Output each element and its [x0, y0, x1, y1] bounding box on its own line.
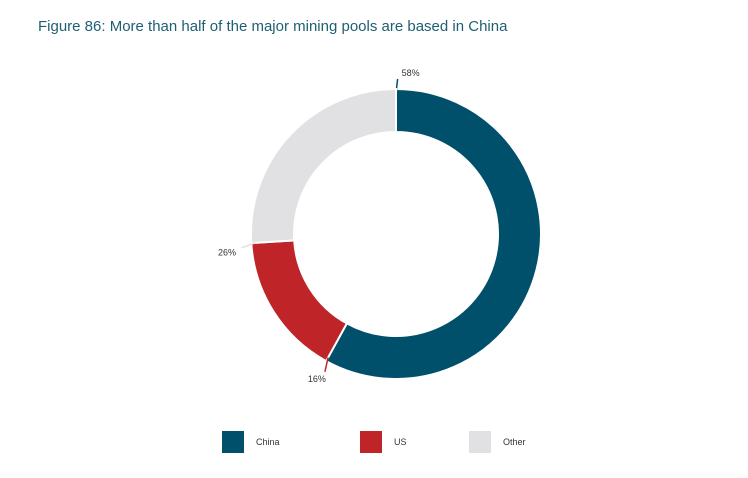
leader-line-us: [324, 357, 329, 372]
legend-swatch-china: [222, 431, 244, 453]
legend-label-us: US: [394, 437, 407, 447]
value-label-other: 26%: [218, 248, 236, 258]
legend-swatch-us: [360, 431, 382, 453]
slice-other: [250, 87, 397, 245]
slice-china: [324, 87, 542, 380]
value-label-us: 16%: [308, 374, 326, 384]
leader-line-other: [241, 242, 256, 249]
legend-swatch-other: [469, 431, 491, 453]
legend-label-china: China: [256, 437, 280, 447]
legend-item-us: US: [360, 431, 407, 453]
slice-us: [250, 239, 349, 363]
legend: China US Other: [0, 431, 748, 455]
legend-item-china: China: [222, 431, 280, 453]
legend-label-other: Other: [503, 437, 526, 447]
value-label-china: 58%: [402, 68, 420, 78]
legend-item-other: Other: [469, 431, 526, 453]
chart-title: Figure 86: More than half of the major m…: [38, 18, 508, 35]
